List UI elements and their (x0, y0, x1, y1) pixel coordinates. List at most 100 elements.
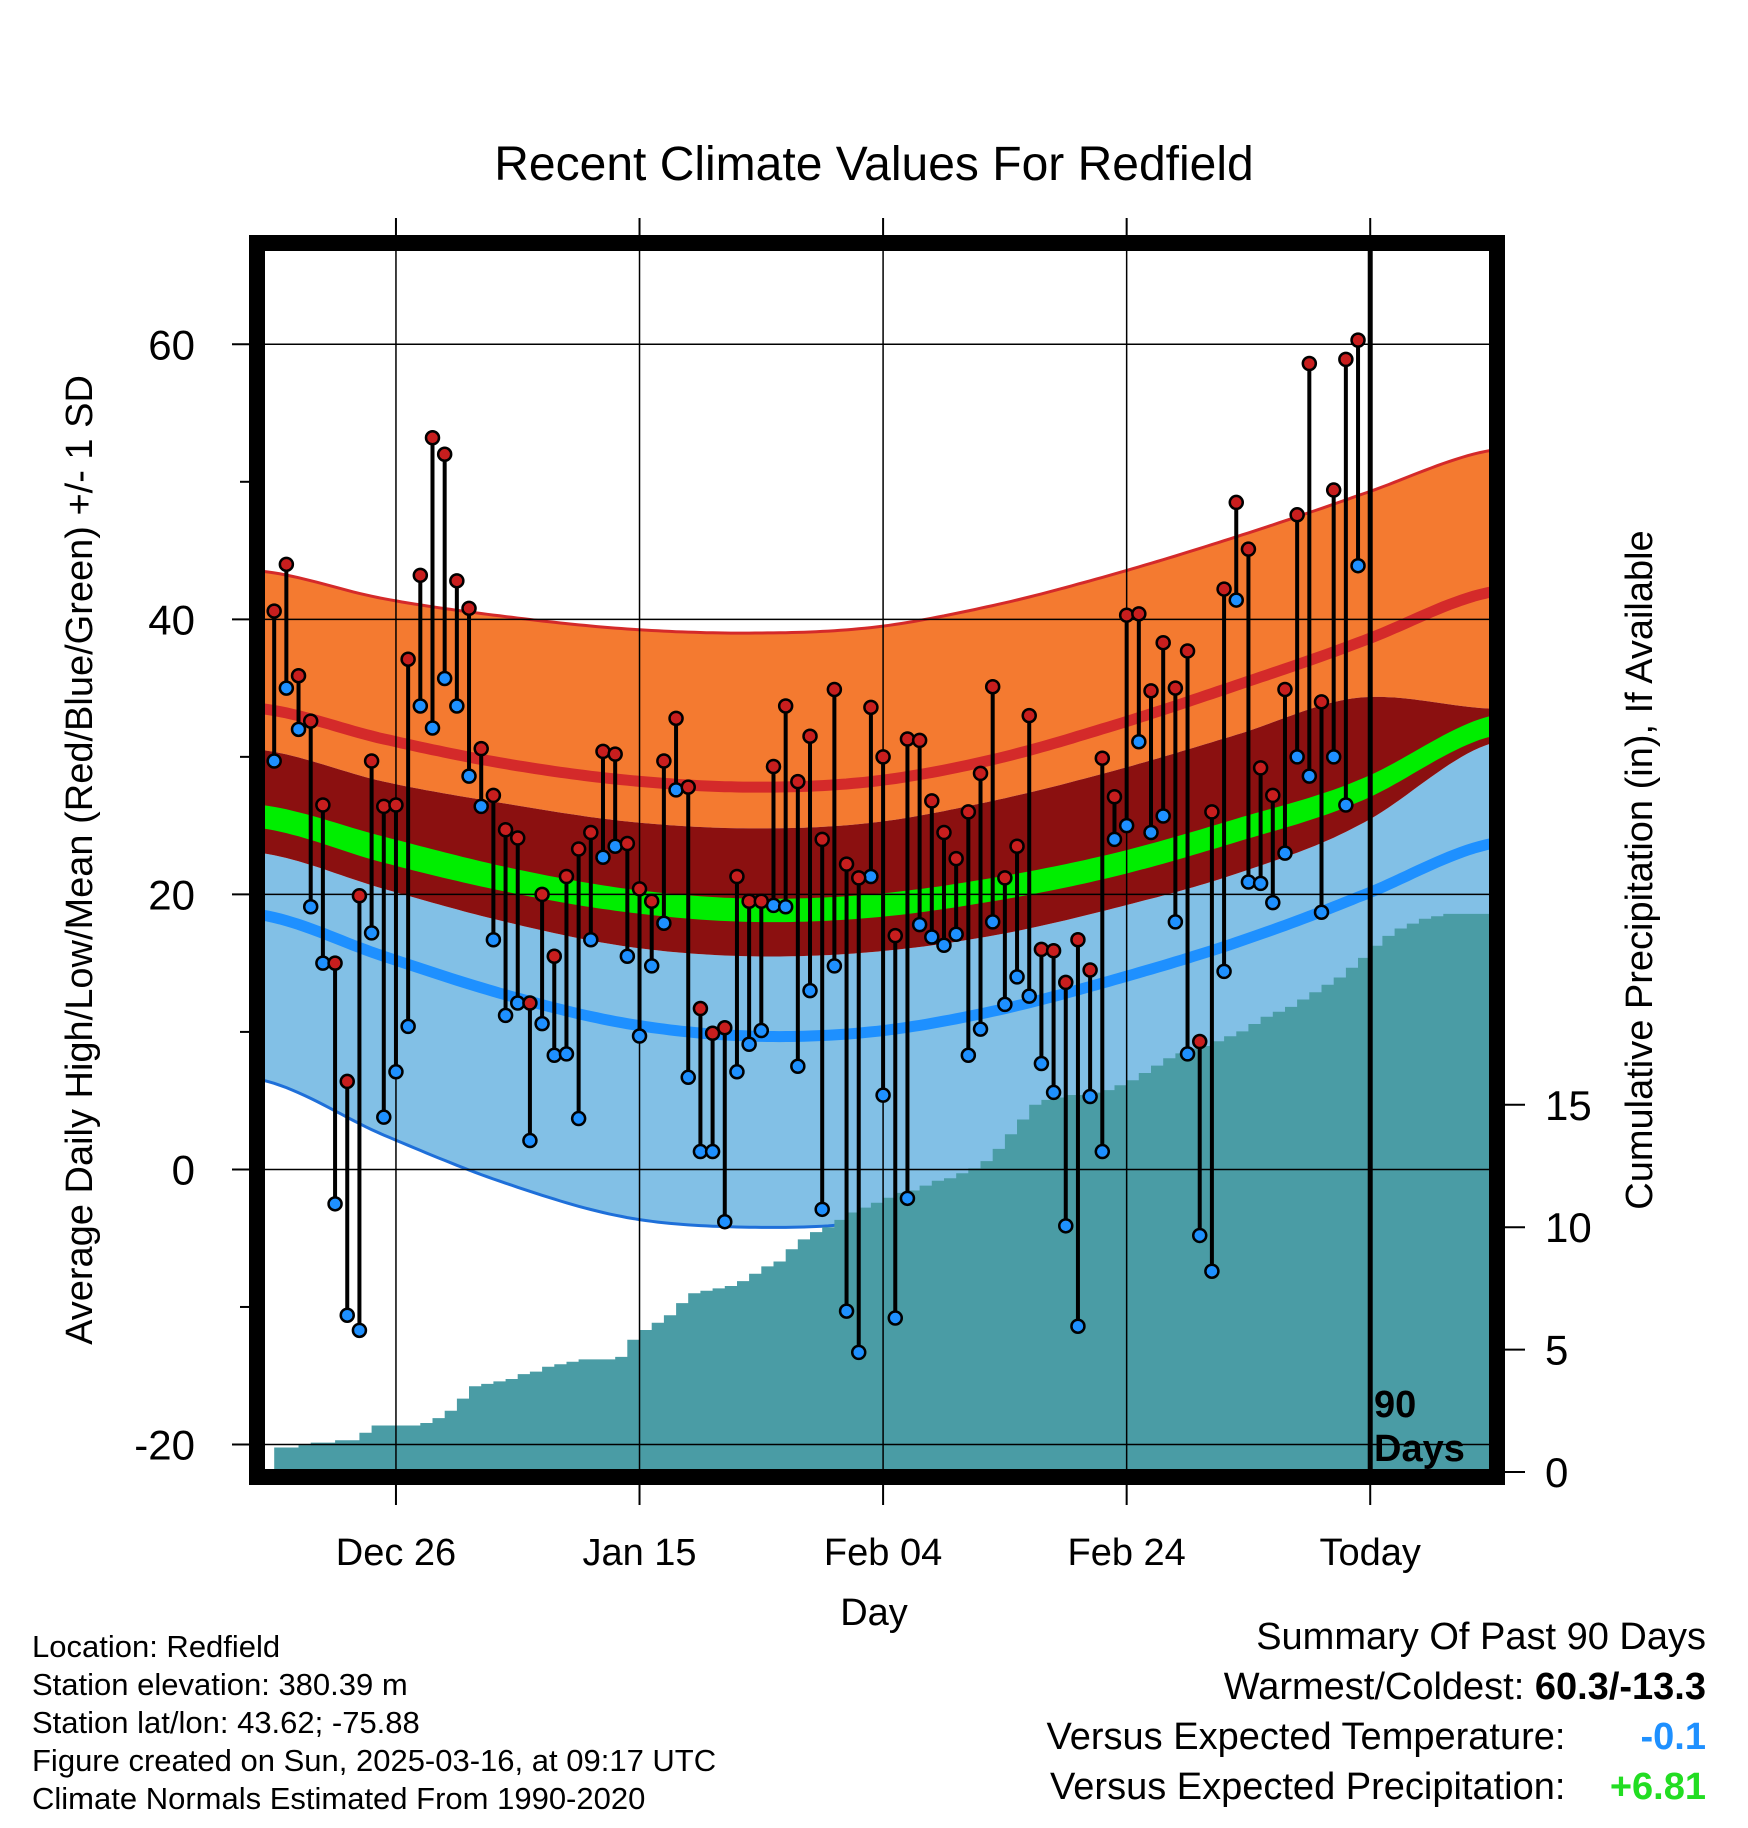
low-point (1216, 963, 1232, 980)
precip-label: Versus Expected Precipitation: (1050, 1766, 1566, 1808)
high-point (656, 753, 672, 769)
low-point (570, 1110, 587, 1127)
high-point (1301, 355, 1318, 372)
high-point (1325, 482, 1342, 498)
x-tick-label: Feb 24 (1067, 1532, 1185, 1574)
low-point (656, 915, 672, 932)
low-point (960, 1047, 977, 1064)
plot-frame (249, 235, 1505, 1485)
high-point (534, 886, 550, 903)
low-point (1301, 768, 1318, 784)
mean-normal-band (262, 715, 1492, 923)
low-point (1131, 733, 1147, 750)
low-point (668, 782, 684, 798)
low-point (936, 937, 952, 954)
low-point (838, 1303, 855, 1319)
high-point (400, 651, 416, 667)
high-point (997, 870, 1013, 886)
low-point (1167, 914, 1184, 930)
precip-value: +6.81 (1609, 1766, 1706, 1808)
high-point (1313, 694, 1330, 710)
high-point (583, 824, 599, 841)
high-point (607, 746, 623, 762)
high-point (1106, 788, 1123, 805)
created-text: Figure created on Sun, 2025-03-16, at 09… (32, 1743, 717, 1778)
high-point (473, 740, 489, 757)
high-point (266, 603, 282, 619)
low-point (741, 1036, 757, 1053)
low-point (717, 1213, 733, 1230)
warm-cold-row: Warmest/Coldest: 60.3/-13.3 (1047, 1666, 1706, 1716)
high-point (850, 870, 867, 886)
summary-heading: Summary Of Past 90 Days (1256, 1616, 1706, 1658)
low-point (327, 1196, 343, 1212)
high-point (558, 868, 575, 885)
high-point (570, 841, 587, 857)
high-point (315, 797, 331, 813)
high-point (984, 678, 1001, 695)
x-tick-label: Dec 26 (336, 1532, 456, 1574)
low-point (1045, 1084, 1062, 1101)
y-tick-label: -20 (134, 1421, 195, 1468)
low-point (1021, 988, 1037, 1004)
y2-tick-label: 5 (1545, 1327, 1568, 1374)
high-point (911, 732, 928, 749)
high-point (972, 765, 989, 782)
high-point (1191, 1033, 1208, 1050)
high-point (278, 556, 295, 573)
low-point (278, 680, 295, 696)
y2-tick-label: 15 (1545, 1082, 1592, 1129)
low-point (887, 1310, 904, 1326)
high-point (290, 667, 307, 684)
x-tick-label: Today (1320, 1532, 1421, 1574)
low-point (875, 1087, 891, 1103)
high-point (1033, 941, 1050, 958)
high-sd-band (262, 450, 1492, 829)
daily-stems (272, 340, 1361, 1353)
high-point (1216, 581, 1232, 597)
low-point (802, 982, 818, 999)
low-point (972, 1021, 989, 1037)
low-point (631, 1028, 648, 1044)
high-point (1338, 351, 1354, 368)
low-point (558, 1046, 575, 1062)
high-point (1131, 606, 1147, 622)
low-point (583, 932, 599, 948)
low-point (777, 899, 794, 915)
low-point (1143, 824, 1159, 841)
high-point (363, 753, 380, 769)
low-point (412, 698, 429, 714)
high-point (729, 868, 745, 885)
y-tick-label: 40 (148, 596, 195, 643)
low-point (473, 798, 489, 815)
high-point (887, 927, 904, 944)
high-point (1289, 507, 1305, 523)
low-point (461, 768, 477, 784)
high-point (960, 804, 977, 820)
period-label: 90 Days (1374, 1384, 1465, 1470)
low-point (704, 1143, 721, 1160)
high-point (790, 773, 806, 790)
low-normal-line (262, 838, 1492, 1043)
axis-tick-labels: 60 40 20 0 -20 15 10 5 0 Dec 26 Jan 15 Feb 04 Feb 24… (134, 321, 1591, 1574)
temp-value: -0.1 (1640, 1716, 1706, 1758)
low-point (1009, 969, 1025, 985)
high-point (388, 797, 404, 813)
low-point (1240, 874, 1257, 890)
low-point (607, 838, 623, 854)
high-point (1240, 541, 1257, 557)
low-point (948, 926, 964, 943)
low-point (1155, 808, 1171, 824)
low-point (1265, 894, 1281, 911)
high-point (899, 731, 916, 747)
y2-axis-label: Cumulative Precipitation (in), If Availa… (1619, 530, 1661, 1209)
low-point (924, 929, 940, 945)
high-point (509, 830, 526, 846)
high-point (1070, 932, 1086, 948)
temp-label: Versus Expected Temperature: (1046, 1716, 1566, 1758)
high-point (948, 850, 964, 867)
low-point (1350, 557, 1366, 574)
elevation-text: Station elevation: 380.39 m (32, 1667, 408, 1702)
low-point (376, 1109, 392, 1125)
low-point (1094, 1143, 1111, 1160)
